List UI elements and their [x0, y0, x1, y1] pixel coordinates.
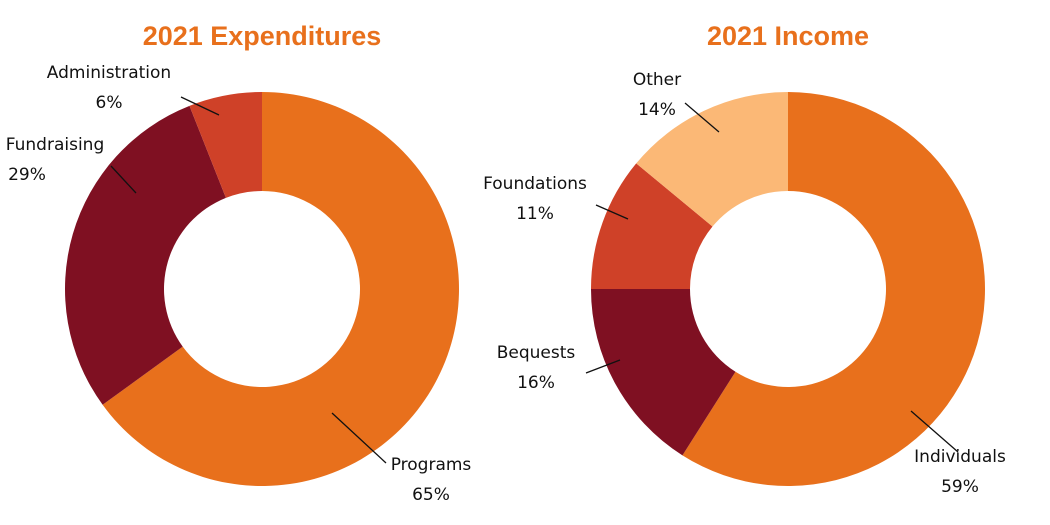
slice-label-other: Other	[633, 70, 681, 90]
slice-label-bequests: Bequests	[497, 343, 576, 363]
slice-administration	[189, 92, 262, 198]
leader-line-individuals	[910, 410, 959, 453]
leader-line-bequests	[585, 359, 621, 374]
slice-fundraising	[64, 105, 226, 405]
leader-line-programs	[331, 412, 387, 464]
slice-value-individuals: 59%	[941, 477, 979, 497]
slice-label-administration: Administration	[47, 63, 171, 83]
slice-individuals	[682, 92, 985, 486]
slice-value-fundraising: 29%	[8, 165, 46, 185]
slice-bequests	[591, 289, 736, 456]
slice-value-other: 14%	[638, 100, 676, 120]
donut-income: Individuals 59% Bequests 16% Foundations 11% O…	[483, 70, 1006, 497]
slice-value-programs: 65%	[412, 485, 450, 505]
slice-foundations	[591, 163, 713, 289]
slice-label-programs: Programs	[391, 455, 472, 475]
leader-line-administration	[180, 96, 220, 116]
slice-value-administration: 6%	[96, 93, 123, 113]
slice-label-individuals: Individuals	[914, 447, 1006, 467]
slice-value-bequests: 16%	[517, 373, 555, 393]
slice-programs	[102, 92, 459, 486]
chart-title-expenditures: 2021 Expenditures	[143, 21, 382, 51]
leader-line-fundraising	[110, 165, 137, 194]
chart-title-income: 2021 Income	[707, 21, 869, 51]
leader-line-other	[684, 102, 720, 133]
leader-line-foundations	[595, 204, 629, 220]
slice-value-foundations: 11%	[516, 204, 554, 224]
donut-expenditures: Programs 65% Fundraising 29% Administration 6…	[6, 63, 472, 505]
slice-label-fundraising: Fundraising	[6, 135, 104, 155]
slice-label-foundations: Foundations	[483, 174, 587, 194]
slice-other	[636, 92, 788, 227]
